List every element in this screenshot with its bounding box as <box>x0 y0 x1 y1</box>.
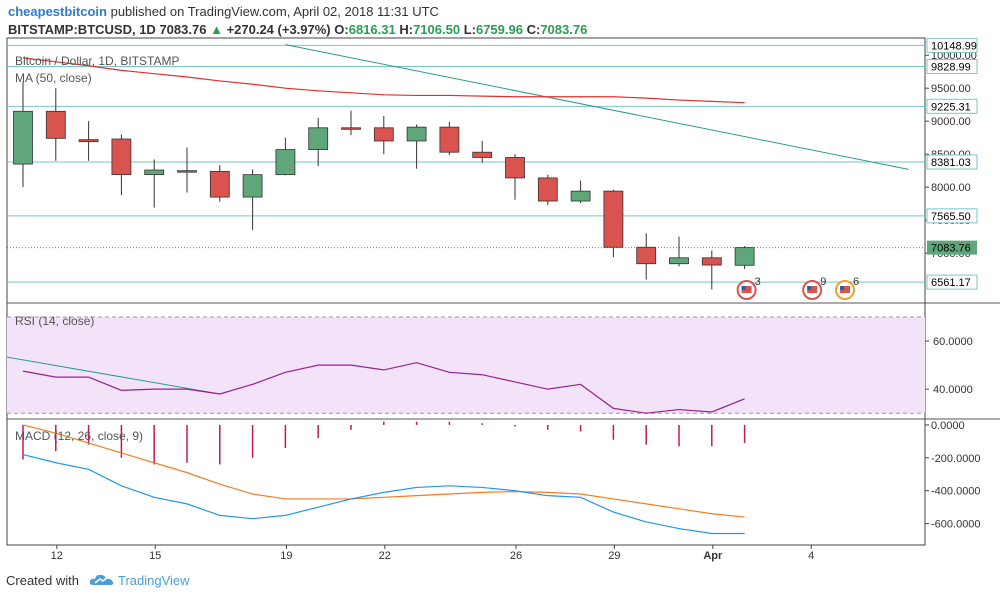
candle-body <box>209 170 230 198</box>
price-tick-label: 8000.00 <box>931 182 971 194</box>
rsi-pane <box>7 316 925 414</box>
price-level-box <box>926 98 978 114</box>
event-count: 3 <box>755 276 761 288</box>
close-value: 7083.76 <box>540 22 588 37</box>
price-level-box <box>926 274 978 290</box>
rsi-trendline <box>7 356 220 395</box>
change-value: +270.24 (+3.97%) <box>226 22 331 37</box>
candle-body <box>275 149 296 176</box>
candle-body <box>177 170 197 173</box>
candle-body <box>373 127 394 142</box>
candle-body <box>505 157 525 179</box>
open-value: 6816.31 <box>348 22 396 37</box>
price-trendline <box>285 44 909 170</box>
price-level-box <box>926 58 978 74</box>
publish-text: published on TradingView.com, April 02, … <box>110 4 439 19</box>
candle-body <box>701 257 722 266</box>
flag-canton <box>807 286 812 290</box>
tradingview-link[interactable]: TradingView <box>118 573 190 588</box>
event-count: 9 <box>820 276 826 288</box>
candle-body <box>570 190 591 202</box>
candle-body <box>406 126 427 142</box>
publish-header: cheapestbitcoin published on TradingView… <box>8 4 439 19</box>
macd-pane <box>22 421 746 535</box>
candle-body <box>472 151 493 158</box>
candle-body <box>734 247 755 266</box>
event-count: 6 <box>853 276 859 288</box>
price-level-label: 9828.99 <box>931 61 971 73</box>
price-tick-label: 9000.00 <box>931 116 971 128</box>
last-price-label: 7083.76 <box>931 243 971 255</box>
symbol-label[interactable]: BITSTAMP:BTCUSD, 1D <box>8 22 156 37</box>
last-price-box <box>927 240 977 255</box>
created-with-text: Created with <box>6 573 79 588</box>
plot-frame <box>6 37 926 546</box>
ma50-line <box>22 57 745 104</box>
flag-stripes <box>840 286 850 293</box>
x-tick-label: 26 <box>510 550 522 562</box>
brand-link[interactable]: cheapestbitcoin <box>8 4 107 19</box>
x-tick-label: 15 <box>149 550 161 562</box>
flag-canton <box>840 286 844 290</box>
price-level-box <box>926 37 978 53</box>
candle-body <box>669 257 689 265</box>
flag-stripes <box>741 286 752 293</box>
candle-body <box>603 190 624 248</box>
candle-body <box>439 126 460 153</box>
x-tick-label: 4 <box>808 550 814 562</box>
high-value: 7106.50 <box>413 22 461 37</box>
macd-signal-line <box>22 424 745 518</box>
flag-stripes <box>807 286 818 293</box>
price-tick-label: 9500.00 <box>931 83 971 95</box>
candle-body <box>308 127 329 150</box>
last-price: 7083.76 <box>159 22 207 37</box>
candle-body <box>111 138 132 176</box>
high-label: H: <box>399 22 414 37</box>
candle-body <box>636 246 657 265</box>
x-tick-label: 29 <box>608 550 620 562</box>
candle-body <box>242 174 263 198</box>
flag-canton <box>741 286 746 290</box>
rsi-band <box>7 317 925 414</box>
candle-body <box>45 110 66 139</box>
candle-body <box>13 110 33 165</box>
open-label: O: <box>334 22 349 37</box>
tradingview-cloud-icon <box>89 574 113 585</box>
macd-tick-label: 0.0000 <box>931 420 965 432</box>
macd-pane-title: MACD (12, 26, close, 9) <box>15 429 143 443</box>
x-tick-label: 12 <box>51 550 63 562</box>
price-level-label: 7565.50 <box>931 211 971 223</box>
price-level-label: 10148.99 <box>931 40 977 52</box>
price-level-label: 9225.31 <box>931 101 971 113</box>
candle-body <box>78 139 99 143</box>
candle-body <box>341 127 361 130</box>
price-level-box <box>926 208 978 224</box>
price-pane <box>7 44 925 300</box>
low-label: L: <box>463 22 476 37</box>
x-tick-label: Apr <box>703 550 723 562</box>
macd-tick-label: -400.0000 <box>931 486 981 498</box>
x-tick-label: 22 <box>379 550 391 562</box>
x-tick-label: 19 <box>280 550 292 562</box>
rsi-tick-label: 40.0000 <box>933 384 973 396</box>
rsi-line <box>22 362 745 414</box>
candle-body <box>144 169 165 176</box>
macd-tick-label: -200.0000 <box>931 453 981 465</box>
price-level-label: 8381.03 <box>931 157 971 169</box>
ohlc-header: BITSTAMP:BTCUSD, 1D 7083.76 ▲ +270.24 (+… <box>8 22 587 37</box>
price-pane-title: Bitcoin / Dollar, 1D, BITSTAMP <box>15 54 180 68</box>
rsi-pane-title: RSI (14, close) <box>15 314 94 328</box>
close-label: C: <box>526 22 541 37</box>
price-level-box <box>926 154 978 170</box>
macd-tick-label: -600.0000 <box>931 519 981 531</box>
macd-line <box>22 453 745 535</box>
change-arrow-icon: ▲ <box>210 22 223 37</box>
rsi-tick-label: 60.0000 <box>933 336 973 348</box>
footer: Created with TradingView <box>6 573 190 588</box>
price-level-label: 6561.17 <box>931 277 971 289</box>
ma-indicator-label: MA (50, close) <box>15 71 92 85</box>
candle-body <box>537 177 558 202</box>
low-value: 6759.96 <box>475 22 523 37</box>
